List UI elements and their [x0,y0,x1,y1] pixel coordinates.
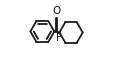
Text: O: O [52,6,60,16]
Text: F: F [55,33,61,43]
